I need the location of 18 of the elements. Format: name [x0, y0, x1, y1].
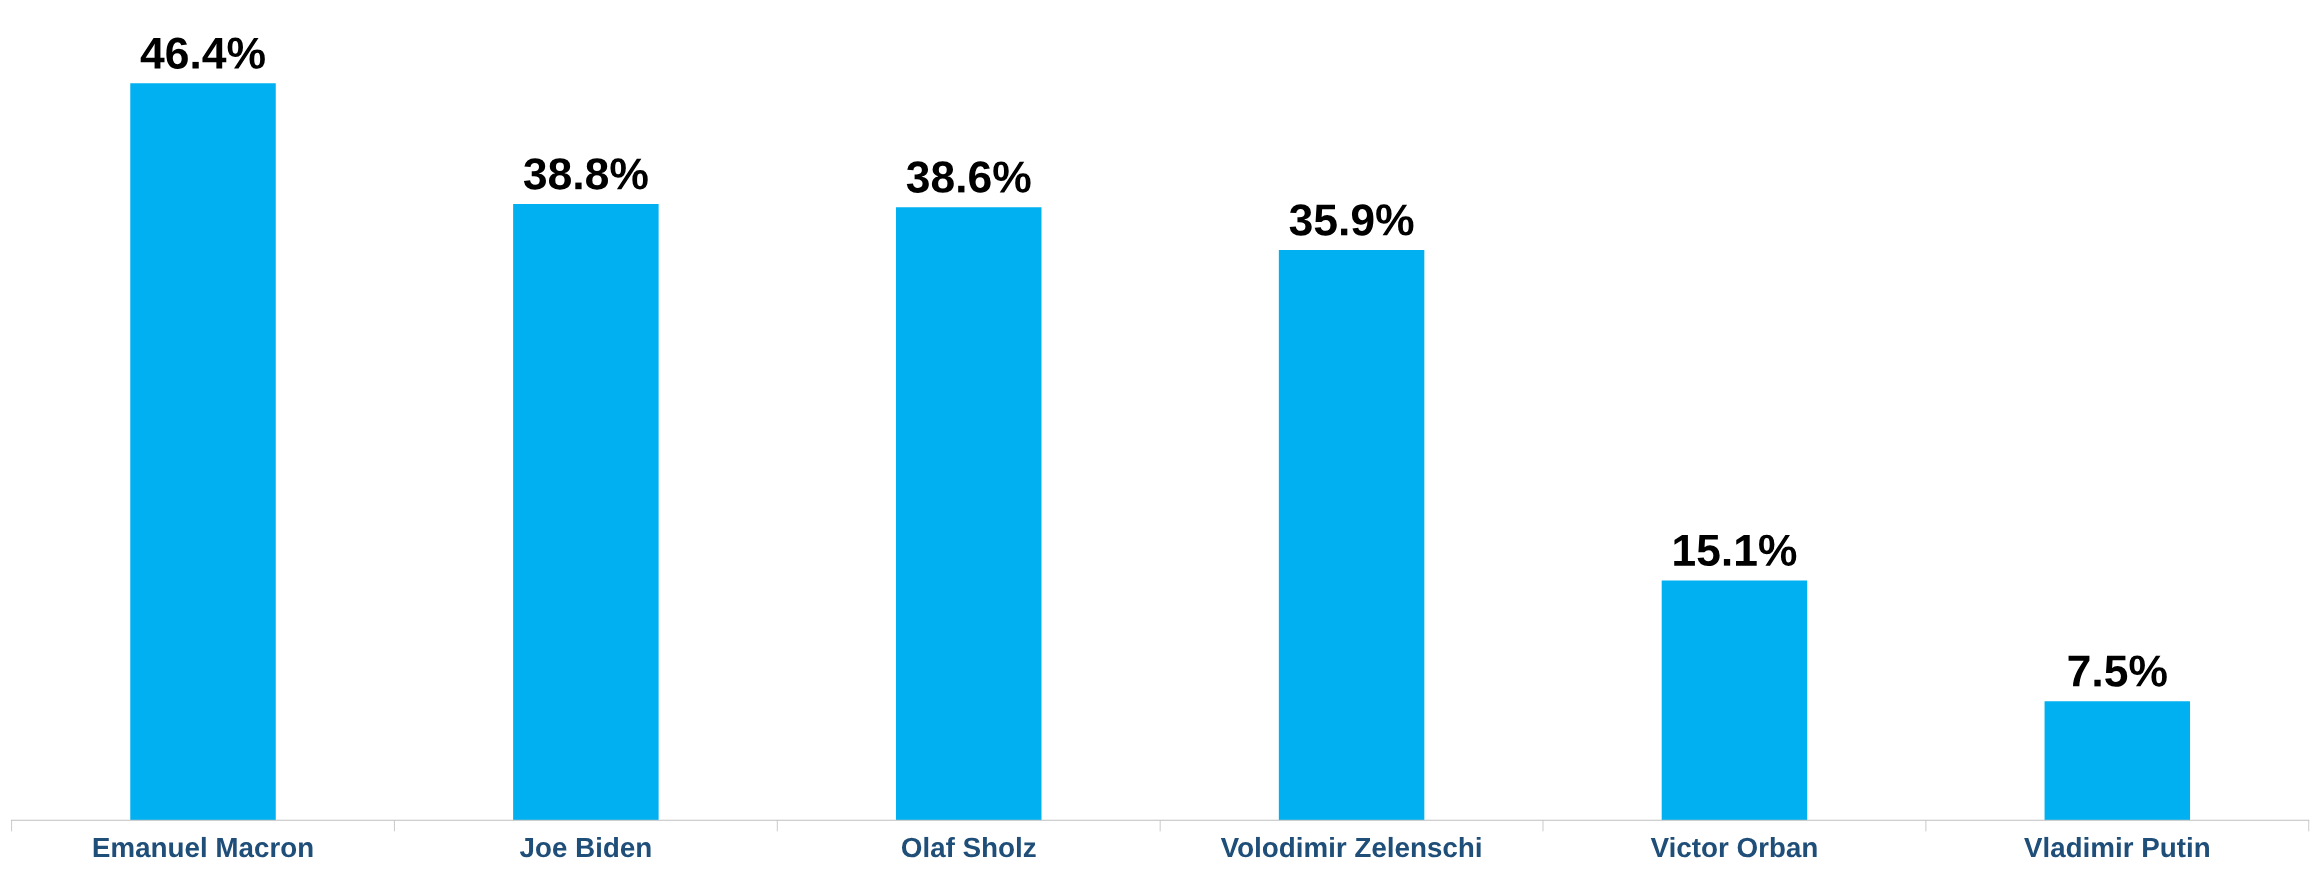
x-tick-label: Victor Orban: [1650, 836, 1817, 858]
data-label: 15.1%: [1674, 534, 1797, 567]
x-tick-label: Olaf Sholz: [901, 836, 1036, 858]
data-label: 38.8%: [523, 158, 648, 190]
x-tick-label: Joe Biden: [519, 836, 651, 858]
x-tick-label: Vladimir Putin: [2024, 836, 2209, 858]
x-tick-label: Volodimir Zelenschi: [1220, 836, 1481, 858]
bar: [1278, 250, 1425, 821]
bar: [130, 83, 276, 821]
x-tick-label: Emanuel Macron: [93, 836, 313, 858]
bar: [895, 207, 1042, 821]
data-label: 35.9%: [1289, 204, 1414, 236]
bar: [2044, 701, 2191, 821]
bar: [513, 203, 659, 821]
data-label: 7.5%: [2068, 655, 2167, 687]
data-label: 38.6%: [906, 161, 1031, 193]
data-label: 46.4%: [140, 37, 265, 69]
bar: [1661, 580, 1808, 821]
